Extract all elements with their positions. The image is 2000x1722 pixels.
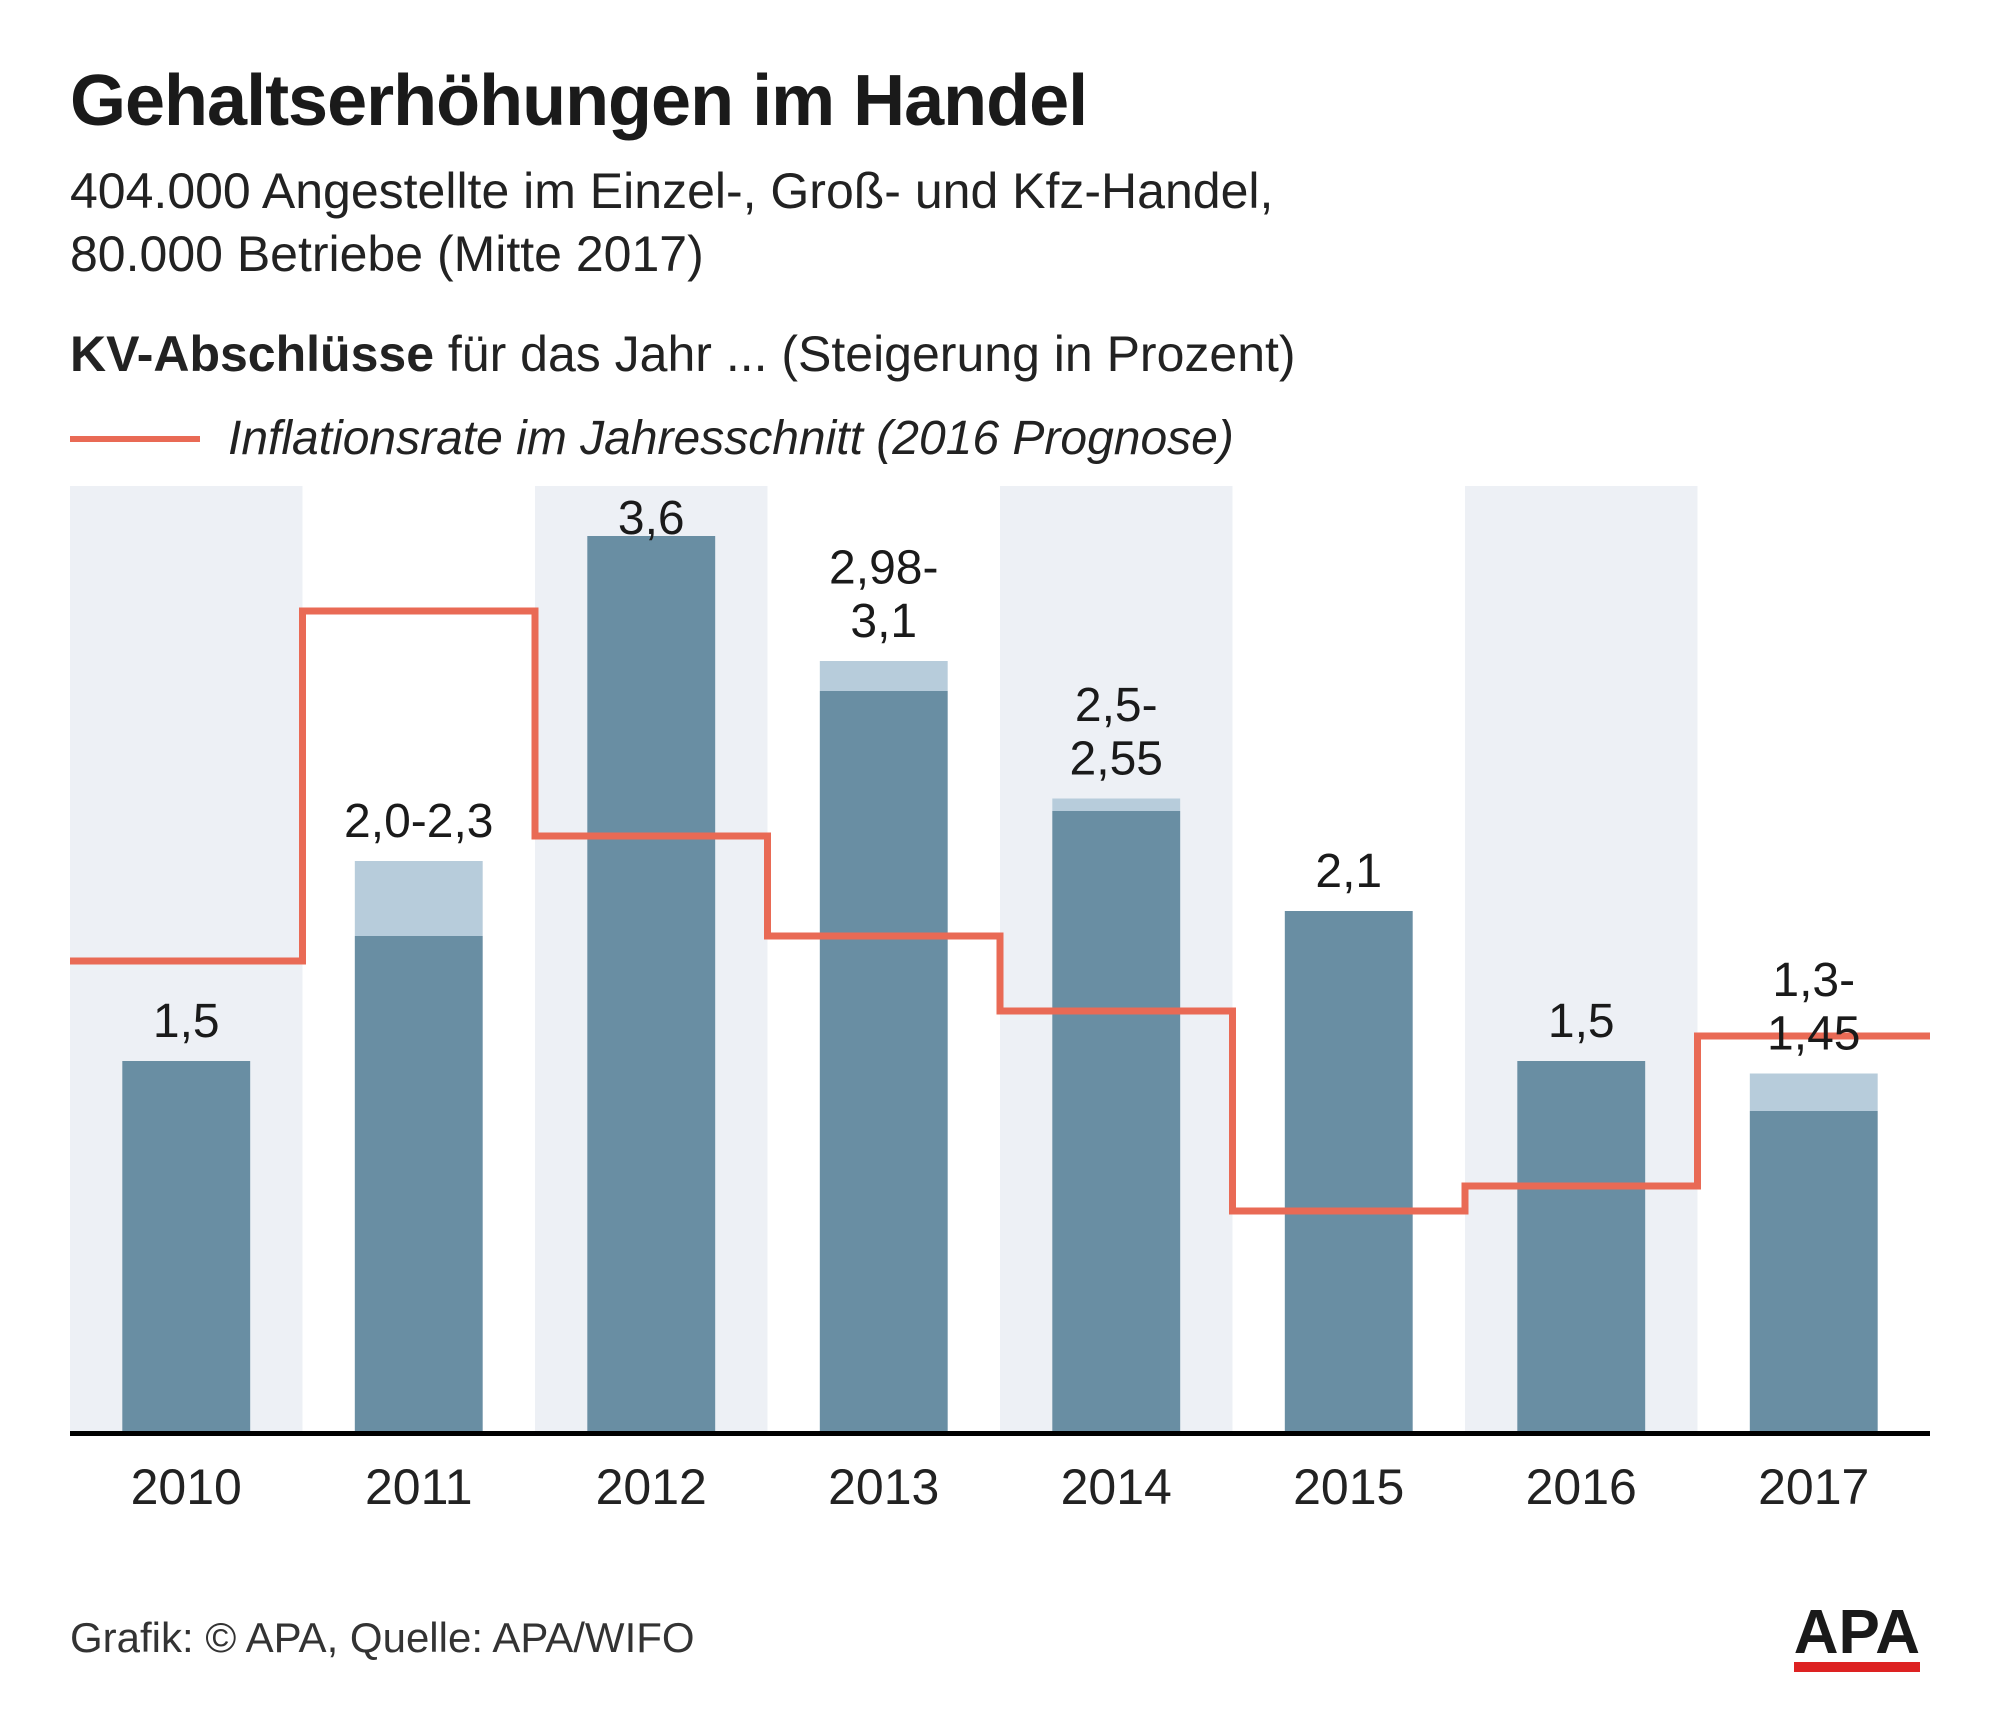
legend-inflation-text: Inflationsrate im Jahresschnitt (2016 Pr… (228, 411, 1234, 466)
series-label-rest: für das Jahr ... (Steigerung in Prozent) (434, 326, 1296, 382)
svg-text:1,3-1,45: 1,3-1,45 (1767, 954, 1860, 1061)
footer-credit: Grafik: © APA, Quelle: APA/WIFO (70, 1614, 695, 1662)
svg-text:2,0-2,3: 2,0-2,3 (344, 795, 493, 848)
x-axis-label: 2015 (1233, 1458, 1466, 1516)
svg-text:1,5: 1,5 (1548, 995, 1615, 1048)
subtitle-line1: 404.000 Angestellte im Einzel-, Groß- un… (70, 163, 1273, 219)
apa-logo-text: APA (1794, 1598, 1920, 1667)
x-axis-label: 2013 (768, 1458, 1001, 1516)
subtitle: 404.000 Angestellte im Einzel-, Groß- un… (70, 160, 1930, 285)
chart-svg: 1,5 2,0-2,3 3,6 2,98-3,1 2,5-2,55 2,1 1,5 1,3-1… (70, 486, 1930, 1436)
svg-text:2,5-2,55: 2,5-2,55 (1070, 679, 1163, 786)
svg-text:1,5: 1,5 (153, 995, 220, 1048)
x-axis-label: 2012 (535, 1458, 768, 1516)
series-label-bold: KV-Abschlüsse (70, 326, 434, 382)
x-axis-label: 2011 (303, 1458, 536, 1516)
legend-line-swatch (70, 436, 200, 442)
apa-logo: APA (1794, 1597, 1920, 1672)
chart: 1,5 2,0-2,3 3,6 2,98-3,1 2,5-2,55 2,1 1,5 1,3-1… (70, 486, 1930, 1436)
x-axis-label: 2010 (70, 1458, 303, 1516)
svg-text:2,1: 2,1 (1315, 845, 1382, 898)
x-axis-label: 2017 (1698, 1458, 1931, 1516)
legend-inflation: Inflationsrate im Jahresschnitt (2016 Pr… (70, 411, 1930, 466)
series-label: KV-Abschlüsse für das Jahr ... (Steigeru… (70, 325, 1930, 383)
x-axis-labels: 20102011201220132014201520162017 (70, 1458, 1930, 1516)
subtitle-line2: 80.000 Betriebe (Mitte 2017) (70, 226, 704, 282)
svg-text:2,98-3,1: 2,98-3,1 (829, 541, 938, 648)
svg-text:3,6: 3,6 (618, 492, 685, 545)
x-axis-label: 2014 (1000, 1458, 1233, 1516)
page-title: Gehaltserhöhungen im Handel (70, 60, 1930, 142)
x-axis-label: 2016 (1465, 1458, 1698, 1516)
